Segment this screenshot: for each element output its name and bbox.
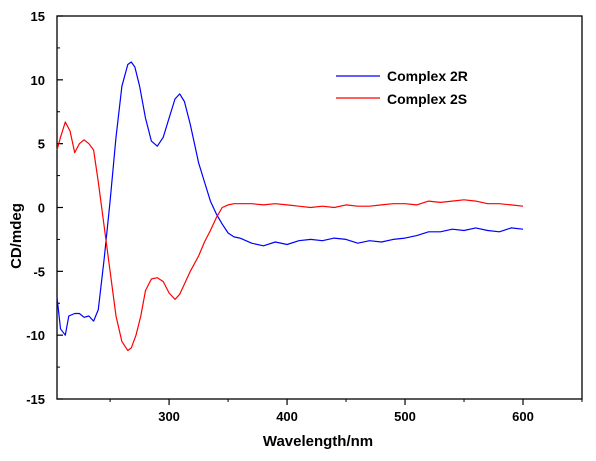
y-axis-title: CD/mdeg [8,203,25,269]
y-tick-label: 10 [31,73,45,88]
series-line-complex-2s [56,121,524,352]
plot-frame [56,15,583,400]
y-tick-label: 0 [38,201,45,216]
legend-label-complex-2r: Complex 2R [387,68,468,84]
x-tick-label: 500 [394,409,416,424]
series-line-complex-2r [56,61,524,336]
y-tick-label: -15 [26,392,45,407]
x-axis-title: Wavelength/nm [263,433,373,450]
y-tick-label: -5 [33,264,45,279]
legend-label-complex-2s: Complex 2S [387,91,467,107]
series-lines [56,61,524,352]
axes: 15 10 5 0 -5 -10 -15 300 400 500 600 [26,9,583,424]
x-tick-label: 400 [276,409,298,424]
y-tick-label: 15 [31,9,45,24]
legend: Complex 2R Complex 2S [336,68,468,107]
x-tick-label: 300 [158,409,180,424]
y-tick-label: 5 [38,137,45,152]
x-tick-label: 600 [512,409,534,424]
y-tick-label: -10 [26,328,45,343]
